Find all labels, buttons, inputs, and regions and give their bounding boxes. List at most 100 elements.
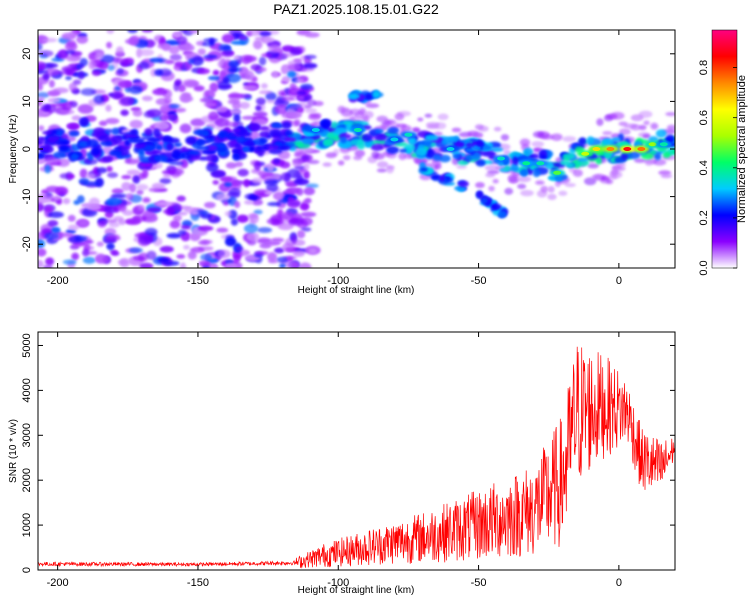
heatmap-cell (217, 60, 224, 68)
heatmap-cell (52, 87, 69, 94)
heatmap-cell (103, 218, 118, 224)
heatmap-cell (279, 91, 287, 96)
heatmap-cell (222, 200, 230, 206)
heatmap-cell (78, 140, 90, 148)
heatmap-cell (198, 260, 211, 267)
heatmap-cell (184, 80, 200, 87)
heatmap-cell (97, 134, 110, 142)
heatmap-cell (47, 97, 61, 104)
heatmap-cell (137, 204, 146, 211)
heatmap-cell (44, 164, 51, 174)
heatmap-cell (286, 256, 294, 262)
heatmap-cell (266, 99, 275, 104)
heatmap-cell (456, 164, 468, 169)
heatmap-cell (274, 104, 289, 115)
heatmap-cell (196, 138, 206, 147)
heatmap-cell (307, 159, 320, 165)
heatmap-cell (144, 128, 153, 137)
heatmap-cell (56, 70, 73, 75)
heatmap-cell (292, 250, 305, 257)
heatmap-cell (267, 145, 280, 150)
heatmap-cell (272, 191, 285, 201)
heatmap-cell (144, 227, 158, 236)
heatmap-cell (578, 137, 587, 145)
heatmap-cell (177, 211, 188, 216)
heatmap-cell (252, 111, 268, 118)
heatmap-cell (67, 214, 76, 222)
heatmap-cell (72, 79, 82, 85)
heatmap-cell (77, 103, 94, 114)
heatmap-cell (602, 138, 615, 146)
heatmap-cell (40, 103, 51, 112)
heatmap-cell (277, 222, 294, 231)
heatmap-cell (173, 64, 185, 72)
heatmap-cell (98, 120, 108, 127)
heatmap-cell (129, 247, 143, 254)
colorbar-tick-label: 0.4 (698, 160, 710, 175)
heatmap-cell (38, 42, 43, 51)
heatmap-cell (665, 134, 675, 143)
heatmap-cell (541, 134, 554, 140)
heatmap-cell (237, 249, 251, 257)
colorbar: 0.0 0.2 0.4 0.6 0.8 Normalized spectral ampl… (698, 29, 748, 276)
heatmap-cell (67, 224, 79, 231)
heatmap-cell (105, 117, 120, 125)
heatmap-cell (169, 220, 181, 229)
heatmap-cell (51, 57, 65, 62)
heatmap-cell (268, 44, 282, 54)
heatmap-cell (121, 181, 132, 191)
heatmap-cell (637, 147, 646, 151)
heatmap-cell (179, 30, 187, 34)
heatmap-cell (147, 137, 161, 143)
heatmap-cell (132, 109, 143, 117)
heatmap-cell (612, 165, 626, 172)
heatmap-cell (233, 113, 241, 123)
colorbar-tick-label: 0.8 (698, 60, 710, 75)
heatmap-cell (197, 48, 206, 56)
spectrogram-y-axis-label: Frequency (Hz) (8, 115, 19, 184)
heatmap-cell (374, 128, 384, 134)
heatmap-cell (131, 215, 141, 224)
heatmap-cell (230, 40, 247, 45)
heatmap-cell (259, 31, 272, 37)
heatmap-cell (253, 209, 263, 215)
heatmap-cell (117, 259, 129, 265)
heatmap-cell (300, 137, 315, 145)
heatmap-cell (45, 62, 59, 69)
heatmap-cell (54, 140, 69, 146)
heatmap-cell (287, 64, 302, 71)
heatmap-cell (173, 214, 182, 222)
heatmap-cell (116, 67, 124, 75)
heatmap-cell (430, 175, 441, 180)
heatmap-cell (438, 174, 446, 182)
heatmap-cell (623, 123, 638, 129)
heatmap-cell (114, 86, 121, 91)
heatmap-cell (38, 202, 45, 212)
heatmap-cell (248, 147, 255, 153)
heatmap-cell (404, 132, 413, 137)
heatmap-cell (263, 36, 275, 43)
colorbar-tick-label: 0.6 (698, 110, 710, 125)
heatmap-cell (334, 127, 348, 135)
heatmap-cell (300, 217, 313, 226)
heatmap-cell (353, 155, 363, 161)
heatmap-cell (129, 119, 143, 129)
heatmap-cell (38, 238, 46, 249)
heatmap-cell (306, 99, 317, 107)
heatmap-cell (42, 37, 58, 43)
heatmap-cell (293, 178, 310, 186)
heatmap-cell (644, 159, 654, 166)
heatmap-cell (465, 147, 476, 153)
spectrogram-y-tick-label: 0 (21, 146, 33, 152)
heatmap-cell (156, 88, 165, 93)
heatmap-cell (221, 33, 235, 44)
heatmap-cell (165, 157, 178, 163)
heatmap-cell (122, 209, 134, 216)
heatmap-cell (111, 135, 123, 145)
heatmap-cell (399, 148, 407, 153)
heatmap-cell (488, 185, 495, 192)
heatmap-cell (60, 109, 75, 115)
heatmap-cell (372, 90, 380, 99)
heatmap-cell (281, 75, 291, 83)
heatmap-cell (264, 190, 273, 195)
